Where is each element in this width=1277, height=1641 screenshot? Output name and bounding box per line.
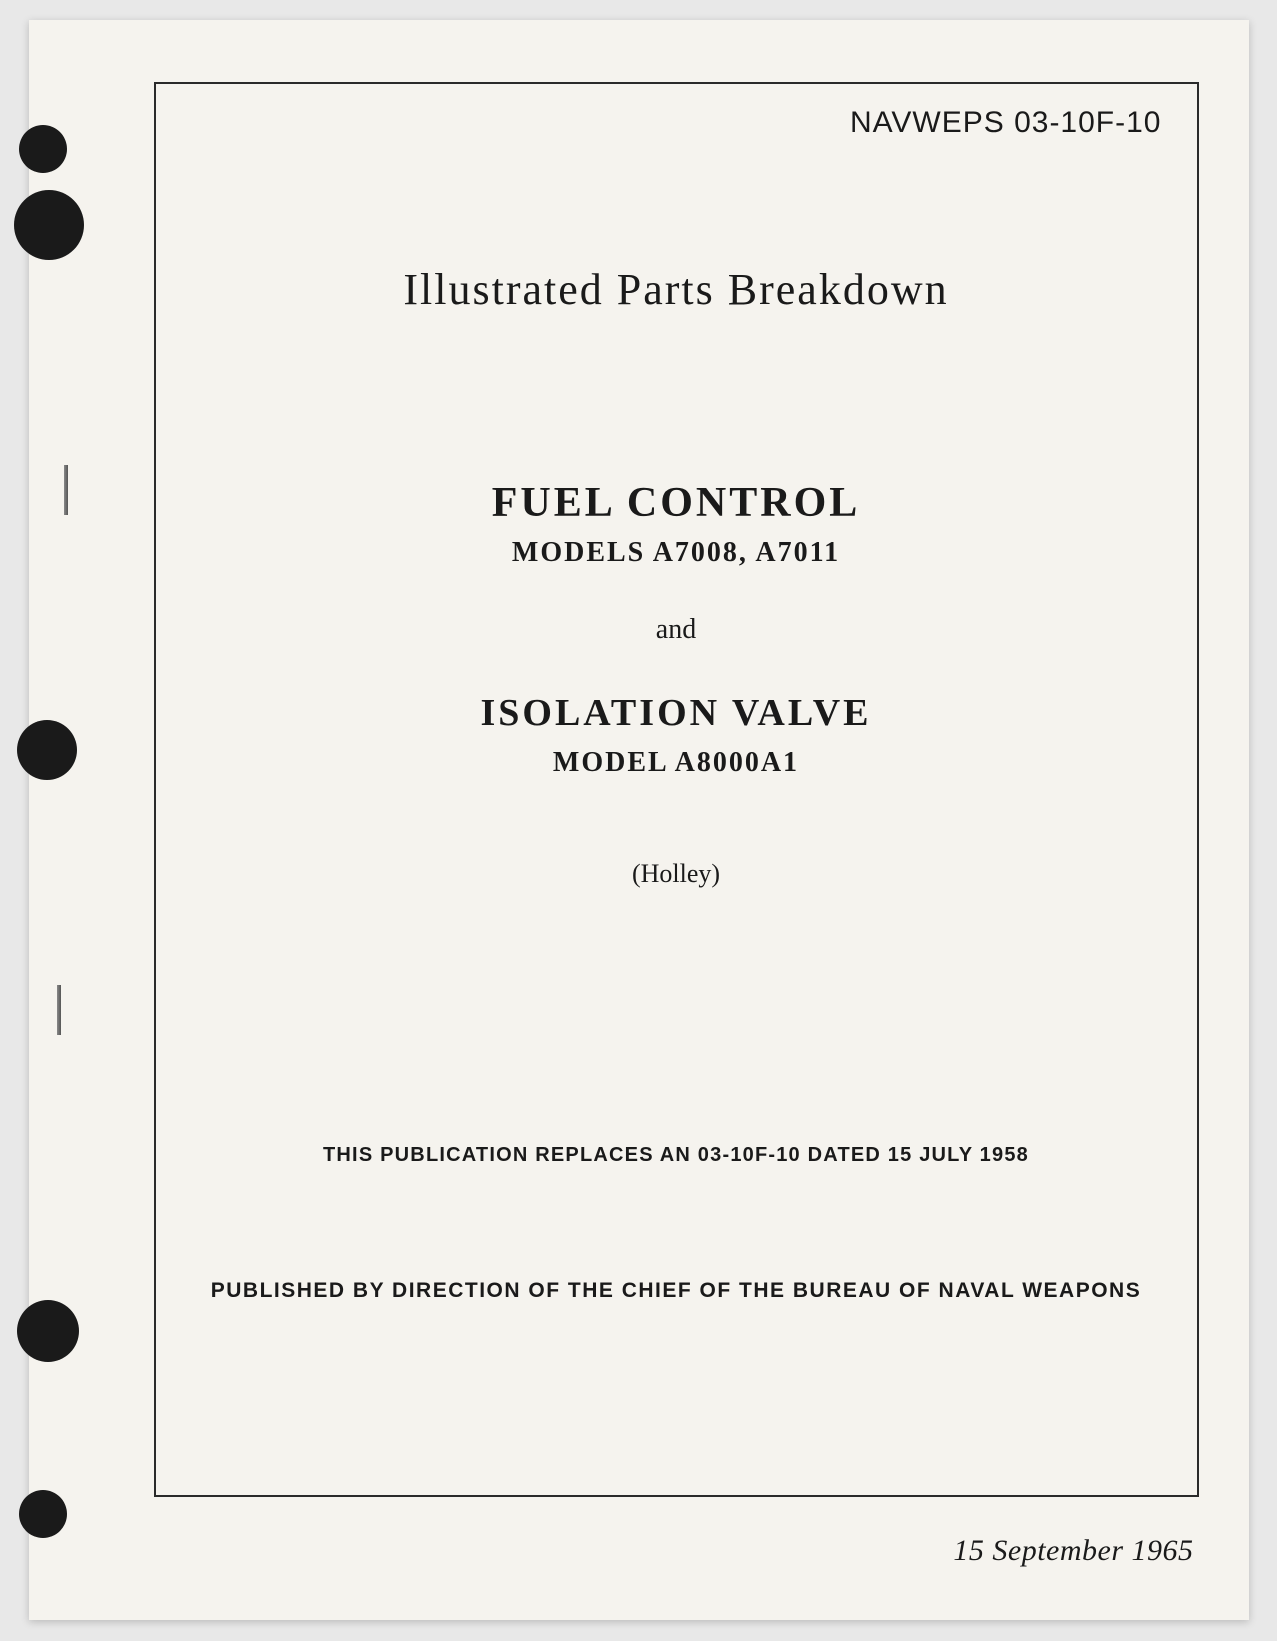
subject-block: FUEL CONTROL MODELS A7008, A7011 and ISO… [156,479,1197,889]
punch-hole [14,190,84,260]
manufacturer-name: (Holley) [156,859,1197,889]
publication-date: 15 September 1965 [953,1534,1193,1568]
document-page: NAVWEPS 03-10F-10 Illustrated Parts Brea… [29,20,1249,1620]
document-number: NAVWEPS 03-10F-10 [850,106,1162,140]
punch-hole [19,1490,67,1538]
main-title: Illustrated Parts Breakdown [156,264,1197,315]
content-frame: NAVWEPS 03-10F-10 Illustrated Parts Brea… [154,82,1199,1497]
replaces-notice: THIS PUBLICATION REPLACES AN 03-10F-10 D… [156,1144,1197,1167]
staple-mark [57,985,61,1035]
subject-1-models: MODELS A7008, A7011 [156,537,1197,569]
subject-2-title: ISOLATION VALVE [156,691,1197,735]
staple-mark [64,465,68,515]
subject-1-title: FUEL CONTROL [156,479,1197,527]
punch-hole [17,720,77,780]
punch-hole [17,1300,79,1362]
punch-hole [19,125,67,173]
published-by-line: PUBLISHED BY DIRECTION OF THE CHIEF OF T… [156,1279,1197,1303]
conjunction-word: and [156,614,1197,646]
subject-2-models: MODEL A8000A1 [156,747,1197,779]
